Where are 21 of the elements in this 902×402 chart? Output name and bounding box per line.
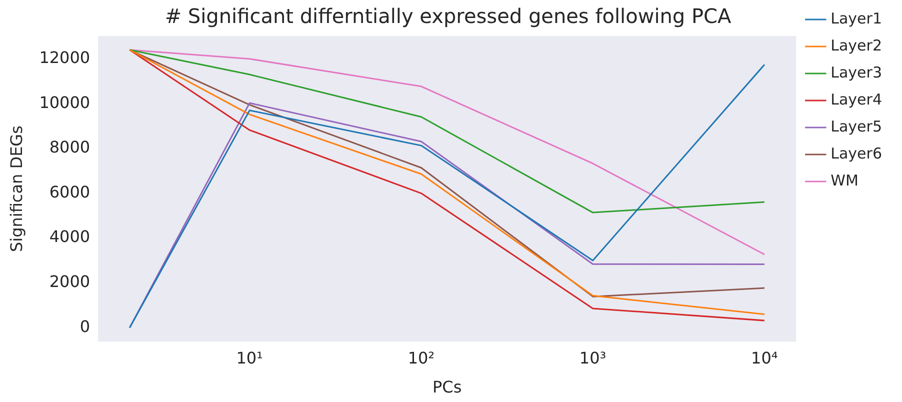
legend-label: Layer2 <box>830 36 882 54</box>
x-tick-label: 10³ <box>579 348 606 368</box>
y-tick-label: 10000 <box>39 92 90 112</box>
x-tick-label: 10⁴ <box>751 348 778 368</box>
legend-label: WM <box>830 171 858 190</box>
legend-label: Layer4 <box>830 90 882 108</box>
legend-label: Layer6 <box>830 144 882 162</box>
legend-label: Layer3 <box>830 63 882 82</box>
y-tick-label: 12000 <box>39 48 90 68</box>
chart-title: # Significant differntially expressed genes following PCA <box>164 4 732 28</box>
y-tick-label: 8000 <box>49 138 90 157</box>
legend-label: Layer5 <box>830 117 882 136</box>
y-tick-label: 2000 <box>49 272 90 292</box>
y-tick-label: 4000 <box>49 227 90 246</box>
y-axis-title: Significan DEGs <box>6 126 26 252</box>
y-tick-label: 6000 <box>49 182 90 202</box>
x-tick-label: 10² <box>408 348 435 368</box>
y-tick-label: 0 <box>80 316 90 336</box>
legend-label: Layer1 <box>830 9 882 28</box>
x-tick-label: 10¹ <box>236 348 263 368</box>
x-axis-title: PCs <box>432 378 462 397</box>
